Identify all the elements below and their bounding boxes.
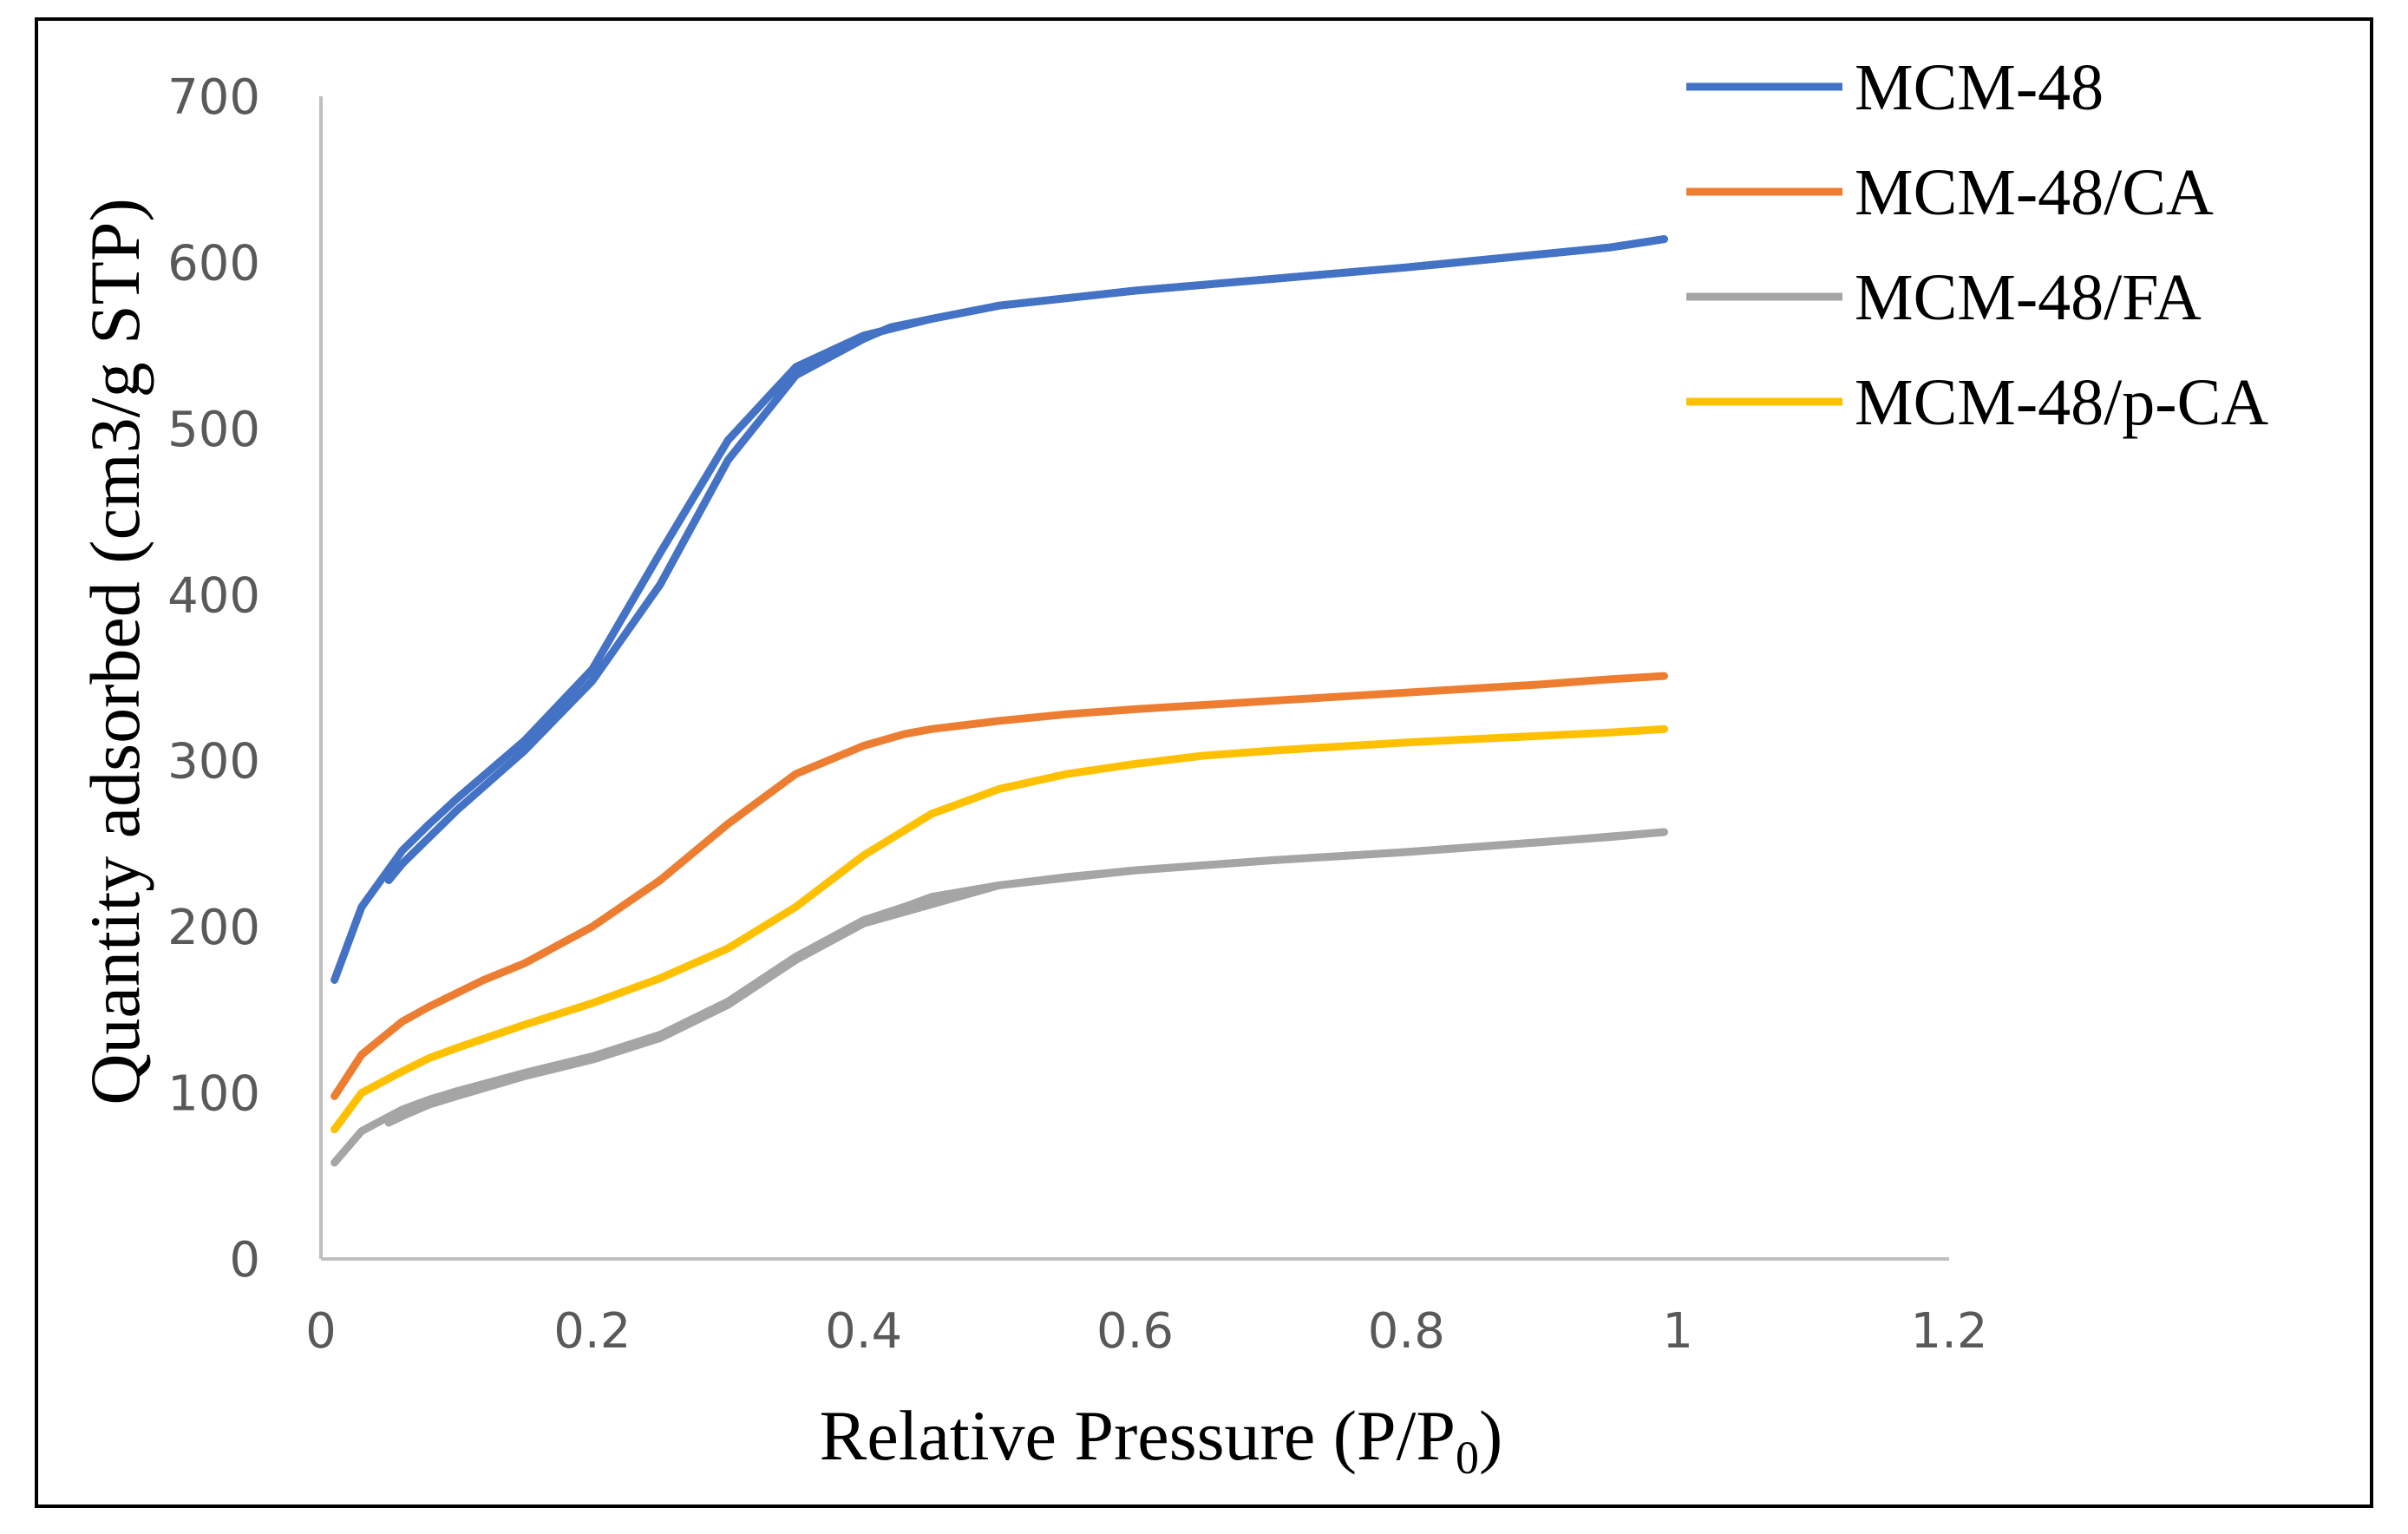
x-tick-label: 0.4 [825, 1303, 902, 1360]
legend: MCM-48 MCM-48/CA MCM-48/FA MCM-48/p-CA [1686, 51, 2268, 439]
figure-frame: 0 100 200 300 400 500 600 700 0 0.2 0.4 0.6 0.8 1 1.2… [35, 17, 2373, 1508]
x-axis-title: Relative Pressure (P/P0) [820, 1396, 1503, 1484]
series-line-mcm-48-fa-desorption [384, 828, 1668, 1127]
series-lines [330, 235, 1668, 1167]
x-axis-title-subscript: 0 [1456, 1432, 1479, 1484]
y-tick-labels: 0 100 200 300 400 500 600 700 [167, 69, 260, 1288]
legend-label: MCM-48/p-CA [1855, 366, 2268, 439]
x-axis-title-main: Relative Pressure (P/P [820, 1396, 1456, 1475]
y-tick-label: 600 [167, 235, 260, 292]
y-axis-title: Quantity adsorbed (cm3/g STP) [75, 198, 154, 1105]
x-tick-label: 1 [1662, 1303, 1693, 1360]
x-axis-title-suffix: ) [1479, 1396, 1502, 1475]
y-tick-label: 100 [167, 1066, 260, 1123]
legend-label: MCM-48 [1855, 51, 2104, 124]
x-tick-label: 0 [305, 1303, 337, 1360]
x-tick-label: 1.2 [1910, 1303, 1987, 1360]
y-tick-label: 300 [167, 734, 260, 790]
axes [319, 96, 1949, 1261]
x-tick-label: 0.2 [553, 1303, 631, 1360]
y-tick-label: 200 [167, 900, 260, 956]
legend-label: MCM-48/FA [1855, 261, 2202, 334]
y-tick-label: 500 [167, 402, 260, 458]
x-tick-labels: 0 0.2 0.4 0.6 0.8 1 1.2 [305, 1303, 1987, 1360]
y-tick-label: 400 [167, 567, 260, 624]
series-line-mcm-48-adsorption [330, 235, 1668, 984]
x-tick-label: 0.8 [1368, 1303, 1445, 1360]
legend-label: MCM-48/CA [1855, 156, 2214, 229]
series-line-mcm-48-p-ca-adsorption [330, 724, 1668, 1134]
x-tick-label: 0.6 [1096, 1303, 1174, 1360]
y-tick-label: 700 [167, 69, 260, 126]
y-tick-label: 0 [229, 1232, 260, 1288]
series-line-mcm-48-desorption [384, 235, 1668, 884]
series-line-mcm-48-ca-adsorption [330, 672, 1668, 1100]
isotherm-chart: 0 100 200 300 400 500 600 700 0 0.2 0.4 0.6 0.8 1 1.2… [75, 51, 2268, 1484]
